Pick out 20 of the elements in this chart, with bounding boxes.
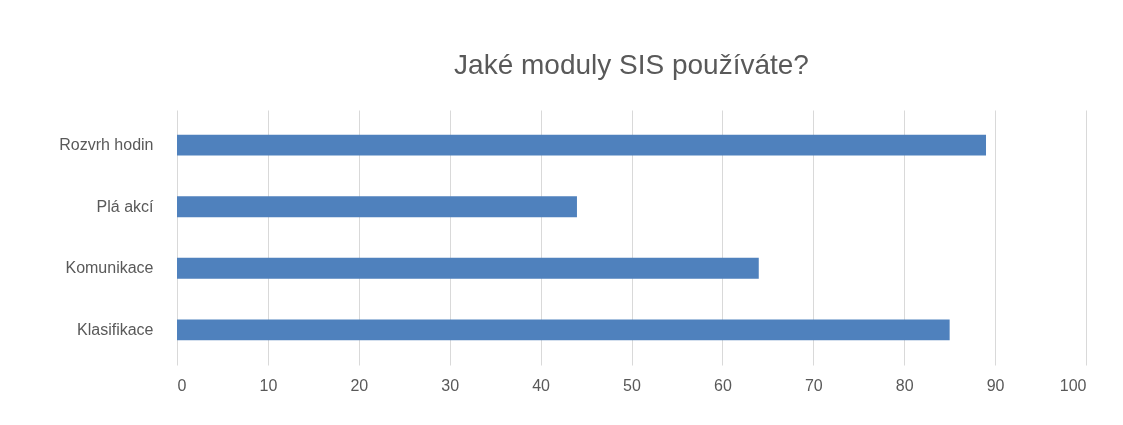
x-tick-label: 60: [714, 376, 732, 394]
x-tick-label: 100: [1059, 376, 1087, 394]
chart-title: Jaké moduly SIS používáte?: [454, 49, 809, 80]
y-tick-label: Komunikace: [65, 259, 154, 277]
x-tick-label: 90: [986, 376, 1005, 394]
bar: [177, 134, 987, 156]
x-tick-label: 20: [350, 376, 369, 394]
x-tick-label: 80: [895, 376, 914, 394]
x-tick-label: 50: [623, 376, 641, 394]
y-tick-label: Plá akcí: [96, 197, 155, 215]
x-tick-label: 0: [177, 376, 187, 394]
y-tick-label: Klasifikace: [77, 320, 154, 338]
y-tick-label: Rozvrh hodin: [59, 136, 154, 154]
bar: [177, 196, 577, 218]
x-tick-label: 10: [259, 376, 278, 394]
bar: [177, 257, 759, 279]
x-tick-label: 70: [804, 376, 823, 394]
bar: [177, 319, 950, 341]
x-tick-label: 40: [532, 376, 551, 394]
x-tick-label: 30: [441, 376, 460, 394]
